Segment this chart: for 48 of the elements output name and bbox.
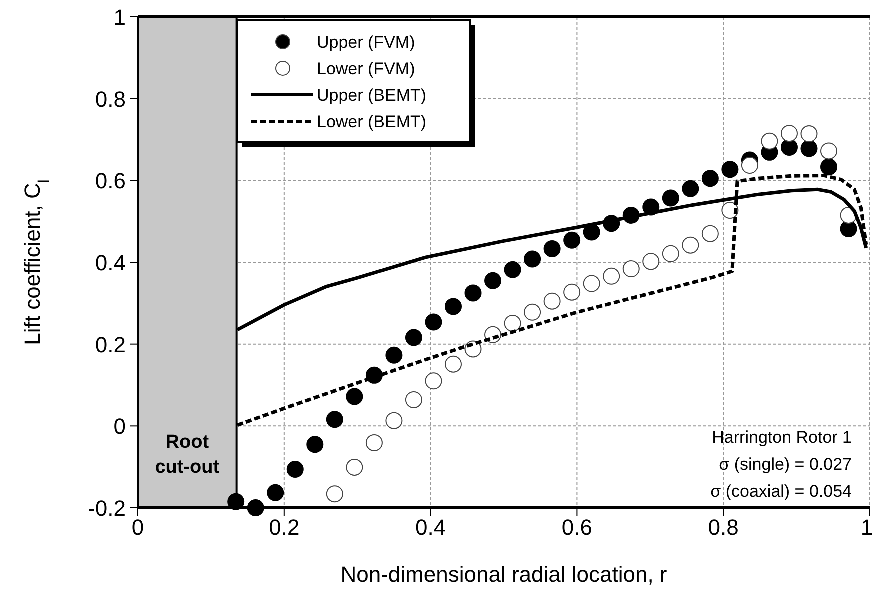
y-tick-label: 0.8 — [95, 86, 126, 112]
y-tick-label: -0.2 — [88, 496, 126, 521]
point — [267, 484, 284, 502]
x-tick-label: 1 — [860, 515, 874, 540]
legend-label: Lower (FVM) — [317, 60, 416, 78]
point — [286, 461, 304, 478]
point — [662, 190, 680, 207]
point — [780, 139, 798, 156]
legend-label: Upper (BEMT) — [317, 86, 427, 105]
point — [761, 132, 778, 150]
x-tick-label: 0 — [132, 515, 144, 540]
point — [702, 170, 719, 188]
point — [405, 329, 422, 346]
point — [820, 158, 838, 176]
point — [228, 493, 245, 510]
legend-label: Lower (BEMT) — [317, 112, 427, 132]
x-tick-label: 0.4 — [416, 515, 446, 540]
y-tick-label: 0.4 — [95, 250, 126, 276]
point — [682, 180, 700, 198]
point — [722, 161, 739, 178]
legend-label: Upper (FVM) — [317, 33, 416, 52]
y-tick-label: 0 — [114, 414, 126, 440]
annotation: σ (coaxial) = 0.054 — [710, 482, 852, 501]
x-tick-label: 0.6 — [562, 515, 592, 540]
y-tick-label: 0.2 — [95, 332, 126, 358]
annotation: Harrington Rotor 1 — [712, 428, 852, 447]
point — [544, 240, 561, 258]
point — [247, 500, 264, 516]
x-tick-label: 0.2 — [269, 515, 300, 540]
point — [800, 140, 818, 158]
x-axis-title: Non-dimensional radial location, r — [340, 562, 668, 587]
point — [484, 272, 502, 290]
y-tick-label: 0.6 — [95, 168, 126, 194]
point — [524, 250, 542, 268]
band-label: Root cut-out — [155, 432, 220, 478]
point — [425, 314, 442, 331]
point — [326, 411, 344, 428]
x-tick-label: 0.8 — [708, 515, 739, 540]
point — [346, 388, 364, 406]
point — [306, 436, 324, 454]
point — [444, 298, 462, 316]
annotation: σ (single) = 0.027 — [719, 455, 852, 474]
point — [386, 346, 403, 364]
point — [741, 157, 758, 174]
point — [504, 261, 522, 278]
y-tick-label: 1 — [114, 5, 126, 30]
point — [564, 232, 581, 249]
point — [464, 284, 482, 302]
